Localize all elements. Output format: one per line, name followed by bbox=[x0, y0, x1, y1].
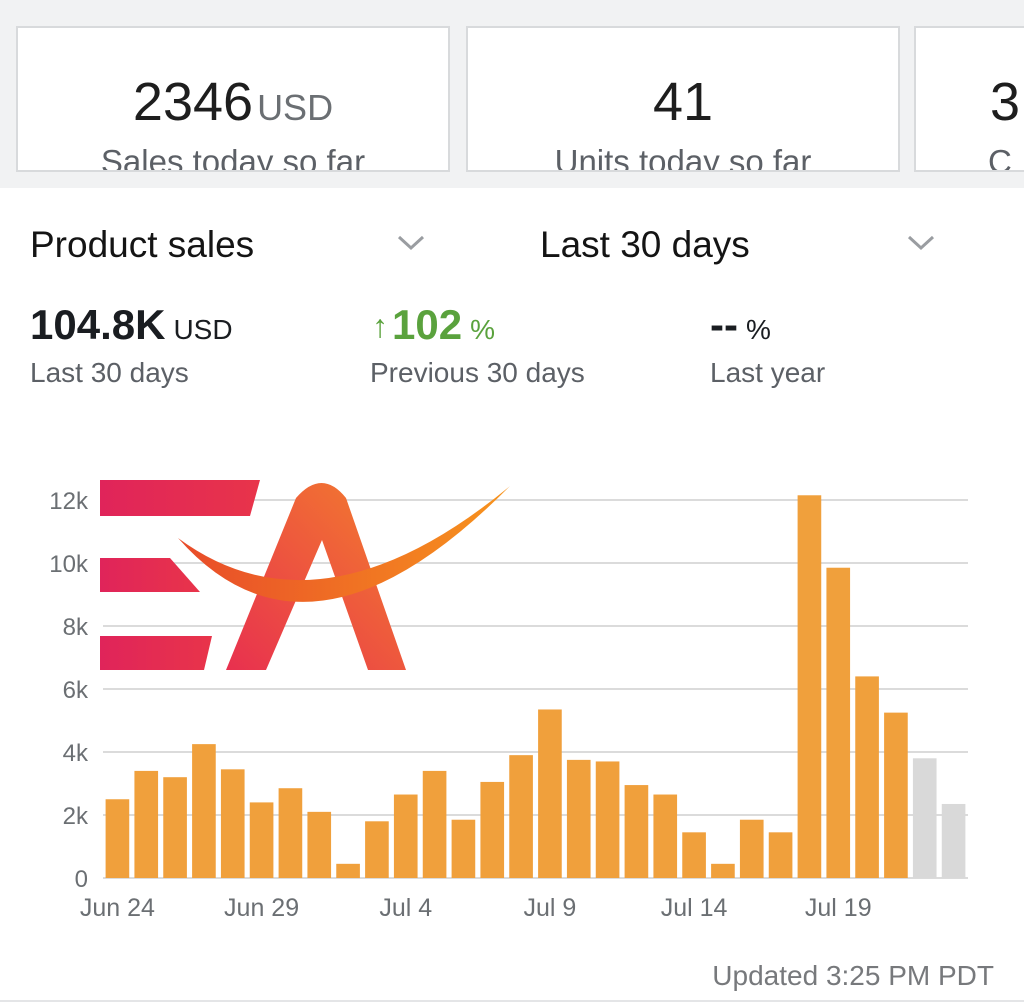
bar bbox=[624, 785, 649, 878]
x-tick-label: Jun 24 bbox=[80, 894, 155, 922]
bar bbox=[365, 821, 389, 878]
bar bbox=[480, 781, 505, 878]
bar bbox=[163, 777, 187, 878]
total-sales-unit: USD bbox=[173, 314, 233, 345]
x-tick-label: Jul 14 bbox=[661, 894, 728, 922]
total-sales-value: 104.8K USD bbox=[30, 301, 233, 348]
bar bbox=[682, 832, 706, 878]
sales-today-value: 2346 USD bbox=[132, 72, 334, 132]
bar bbox=[220, 769, 245, 878]
divider bbox=[0, 1000, 1024, 1002]
bar bbox=[307, 811, 332, 878]
y-tick-label: 10k bbox=[49, 551, 89, 578]
bar bbox=[538, 709, 562, 878]
y-tick-label: 12k bbox=[49, 488, 89, 515]
units-today-label: Units today so far bbox=[554, 143, 812, 172]
x-tick-label: Jul 4 bbox=[379, 894, 432, 922]
bar bbox=[566, 759, 591, 878]
previous-change-value: ↑102% bbox=[372, 300, 495, 355]
chevron-down-icon[interactable] bbox=[396, 230, 426, 254]
range-selector[interactable]: Last 30 days bbox=[540, 224, 750, 265]
sales-today-card[interactable]: 2346 USD Sales today so far bbox=[16, 26, 450, 172]
y-tick-label: 6k bbox=[63, 677, 89, 704]
previous-change-unit: % bbox=[470, 314, 495, 345]
bar bbox=[393, 794, 418, 878]
bar bbox=[711, 863, 735, 878]
bar bbox=[768, 832, 793, 878]
bar bbox=[422, 770, 447, 878]
last-year-value: --% bbox=[710, 301, 771, 348]
third-summary-card[interactable]: 3 C bbox=[914, 26, 1024, 172]
updated-timestamp: Updated 3:25 PM PDT bbox=[712, 960, 994, 991]
y-tick-label: 2k bbox=[63, 803, 89, 830]
total-sales-label: Last 30 days bbox=[30, 357, 189, 388]
bar bbox=[451, 819, 476, 878]
bar bbox=[653, 794, 678, 878]
ea-logo-icon bbox=[100, 480, 510, 670]
sales-today-unit: USD bbox=[257, 87, 334, 128]
bar bbox=[249, 802, 274, 878]
units-today-value: 41 bbox=[652, 72, 714, 132]
bar bbox=[192, 744, 216, 878]
bar bbox=[105, 799, 130, 878]
y-tick-label: 4k bbox=[63, 740, 89, 767]
last-year-unit: % bbox=[745, 314, 771, 345]
metric-selector[interactable]: Product sales bbox=[30, 224, 255, 265]
arrow-up-icon: ↑ bbox=[372, 308, 388, 344]
last-year-label: Last year bbox=[710, 357, 826, 388]
bar bbox=[797, 495, 822, 878]
sales-today-label: Sales today so far bbox=[100, 143, 366, 172]
bar bbox=[134, 770, 159, 878]
chevron-down-icon[interactable] bbox=[906, 230, 936, 254]
third-card-label: C bbox=[988, 143, 1012, 172]
bar bbox=[336, 863, 360, 878]
third-card-value: 3 bbox=[990, 72, 1021, 132]
bar bbox=[278, 788, 303, 878]
bar bbox=[509, 755, 533, 878]
summary-cards-strip: 2346 USD Sales today so far 41 Units toda… bbox=[0, 0, 1024, 188]
y-tick-label: 8k bbox=[63, 614, 89, 641]
units-today-card[interactable]: 41 Units today so far bbox=[466, 26, 900, 172]
y-tick-label: 0 bbox=[75, 866, 88, 893]
x-tick-label: Jul 19 bbox=[805, 894, 872, 922]
bar bbox=[826, 567, 851, 878]
bar bbox=[739, 819, 764, 878]
previous-change-label: Previous 30 days bbox=[370, 357, 585, 388]
bar bbox=[884, 712, 908, 878]
bar bbox=[941, 803, 966, 878]
bar bbox=[912, 758, 937, 878]
bar bbox=[855, 676, 879, 878]
bar bbox=[595, 761, 620, 878]
x-tick-label: Jul 9 bbox=[524, 894, 577, 922]
x-tick-label: Jun 29 bbox=[224, 894, 299, 922]
